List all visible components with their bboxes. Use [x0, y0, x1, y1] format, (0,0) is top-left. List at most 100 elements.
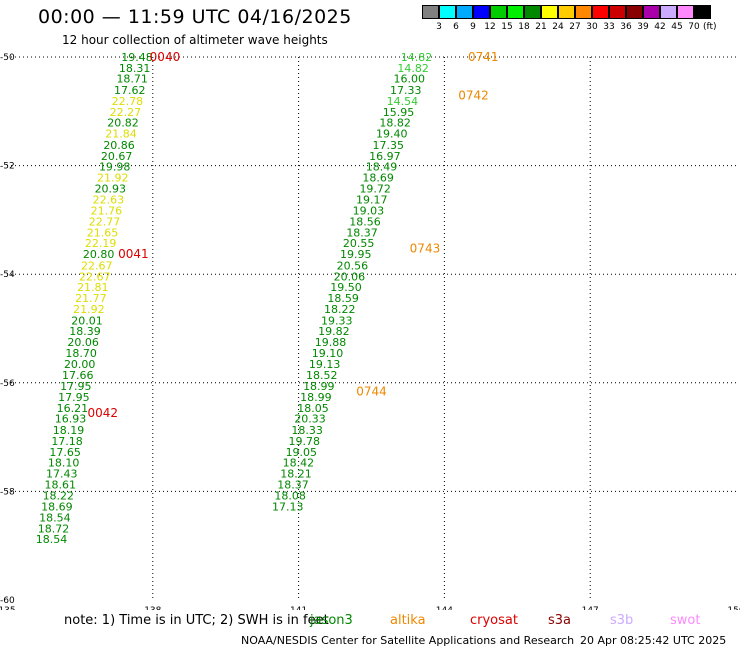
wave-height-point: 21.92	[97, 172, 129, 185]
wave-height-point: 19.98	[99, 161, 131, 174]
wave-height-point: 19.40	[376, 128, 408, 141]
lon-tick-label: 138	[144, 606, 161, 610]
legend-label: 6	[453, 22, 459, 32]
wave-height-point: 18.05	[297, 402, 329, 415]
legend-swatch	[643, 5, 660, 19]
pass-time-label: 0040	[150, 50, 181, 64]
legend-swatch	[575, 5, 592, 19]
pass-time-label: 0041	[118, 247, 149, 261]
wave-height-point: 16.97	[369, 150, 401, 163]
wave-height-point: 19.95	[340, 248, 372, 261]
wave-height-point: 17.35	[373, 139, 405, 152]
wave-height-point: 21.92	[73, 303, 105, 316]
wave-height-point: 19.03	[353, 205, 385, 218]
legend-label: 12	[484, 22, 496, 32]
lon-tick-label: 135	[0, 606, 16, 610]
lon-tick-label: 141	[290, 606, 307, 610]
wave-height-point: 17.65	[49, 446, 81, 459]
wave-height-point: 19.50	[330, 281, 362, 294]
pass-time-label: 0741	[468, 50, 499, 64]
legend-swatch	[541, 5, 558, 19]
wave-height-point: 18.21	[280, 467, 312, 480]
wave-height-point: 20.01	[71, 314, 103, 327]
legend-swatch	[456, 5, 473, 19]
wave-height-point: 22.27	[110, 106, 142, 119]
wave-height-point: 22.67	[81, 260, 113, 273]
wave-height-point: 21.81	[77, 281, 109, 294]
wave-height-point: 18.59	[327, 292, 359, 305]
wave-height-point: 20.56	[337, 260, 369, 273]
wave-height-point: 14.82	[397, 62, 429, 75]
wave-height-point: 21.76	[91, 205, 123, 218]
wave-height-point: 18.37	[277, 478, 309, 491]
wave-height-point: 22.77	[89, 216, 121, 229]
legend-unit: (ft)	[703, 22, 717, 32]
wave-height-point: 22.19	[85, 237, 117, 250]
legend-label: 9	[470, 22, 476, 32]
legend-swatch	[694, 5, 711, 19]
legend-label: 42	[654, 22, 666, 32]
wave-height-point: 20.86	[103, 139, 135, 152]
satellite-s3b: s3b	[610, 613, 634, 628]
wave-height-point: 18.37	[346, 226, 378, 239]
wave-height-point: 16.00	[393, 73, 425, 86]
wave-height-point: 20.55	[343, 237, 375, 250]
wave-height-point: 18.99	[300, 391, 332, 404]
wave-height-point: 17.33	[390, 84, 422, 97]
wave-height-point: 17.95	[60, 380, 92, 393]
satellite-altika: altika	[390, 613, 426, 628]
wave-height-point: 18.69	[362, 172, 394, 185]
altimeter-map: 135 138 141 144 147 150 -50 -52 -54 -56 -58 -60 19.4…	[0, 50, 740, 610]
legend-swatch	[507, 5, 524, 19]
legend-swatch	[677, 5, 694, 19]
legend-label: 21	[535, 22, 547, 32]
legend-label: 39	[637, 22, 649, 32]
lon-tick-label: 150	[727, 606, 740, 610]
wave-height-point: 21.77	[75, 292, 107, 305]
wave-height-point: 20.06	[67, 336, 99, 349]
pass-time-label: 0743	[410, 242, 441, 256]
wave-height-point: 18.69	[41, 501, 73, 514]
wave-height-point: 17.62	[114, 84, 146, 97]
legend-swatch	[490, 5, 507, 19]
wave-height-point: 18.71	[116, 73, 148, 86]
legend-swatch	[558, 5, 575, 19]
wave-height-point: 20.82	[107, 117, 139, 130]
wave-height-point: 19.72	[359, 182, 391, 195]
wave-height-point: 17.95	[58, 391, 90, 404]
wave-height-point: 19.82	[318, 325, 350, 338]
legend-swatch	[524, 5, 541, 19]
lat-tick-label: -60	[0, 596, 15, 606]
wave-height-point: 18.08	[274, 490, 306, 503]
legend-swatch	[660, 5, 677, 19]
lon-tick-label: 147	[582, 606, 599, 610]
wave-height-point: 18.61	[45, 478, 77, 491]
wave-height-point: 21.65	[87, 226, 119, 239]
wave-height-point: 20.93	[95, 182, 127, 195]
legend-label: 45	[671, 22, 683, 32]
footer-note: note: 1) Time is in UTC; 2) SWH is in fe…	[64, 613, 329, 628]
legend-label: 27	[569, 22, 581, 32]
wave-height-point: 18.10	[48, 457, 80, 470]
lat-tick-label: -54	[0, 270, 15, 280]
legend-label: 15	[501, 22, 513, 32]
wave-height-point: 18.99	[303, 380, 335, 393]
legend-label: 70	[688, 22, 700, 32]
pass-time-label: 0744	[356, 384, 387, 398]
wave-height-point: 18.70	[65, 347, 97, 360]
wave-height-point: 18.54	[39, 511, 71, 524]
satellite-s3a: s3a	[548, 613, 572, 628]
legend-label: 33	[603, 22, 615, 32]
legend-label: 24	[552, 22, 564, 32]
wave-height-point: 22.78	[112, 95, 144, 108]
wave-height-point: 18.19	[53, 424, 85, 437]
pass-time-label: 0742	[458, 89, 489, 103]
wave-height-point: 14.82	[401, 51, 433, 64]
generated-timestamp: 20 Apr 08:25:42 UTC 2025	[580, 634, 727, 647]
lon-tick-label: 144	[436, 606, 453, 610]
lat-tick-label: -50	[0, 53, 15, 63]
wave-height-point: 18.54	[36, 533, 68, 546]
legend-swatch	[592, 5, 609, 19]
legend-swatch	[473, 5, 490, 19]
wave-height-point: 18.72	[38, 522, 70, 535]
